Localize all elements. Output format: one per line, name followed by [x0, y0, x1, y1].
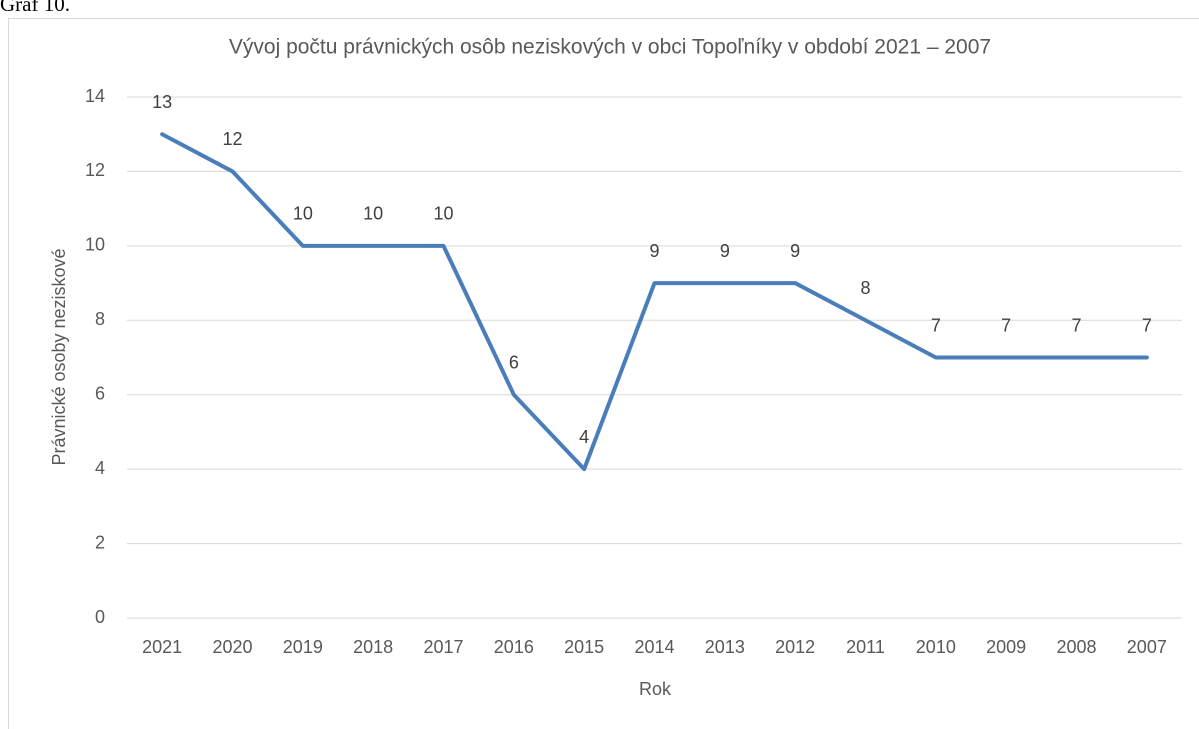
- x-tick-label: 2011: [846, 637, 885, 657]
- x-axis-label: Rok: [639, 679, 672, 699]
- y-tick-label: 14: [85, 86, 105, 106]
- chart-border: [8, 18, 1199, 729]
- x-tick-label: 2021: [142, 637, 182, 657]
- x-tick-label: 2009: [986, 637, 1026, 657]
- x-tick-label: 2010: [916, 637, 956, 657]
- data-label: 9: [790, 241, 800, 261]
- data-label: 7: [1001, 315, 1011, 335]
- data-label: 9: [720, 241, 730, 261]
- x-tick-label: 2007: [1127, 637, 1167, 657]
- x-tick-label: 2015: [564, 637, 604, 657]
- y-tick-label: 0: [95, 607, 105, 627]
- data-label: 6: [509, 352, 519, 372]
- x-tick-label: 2014: [634, 637, 674, 657]
- data-label: 12: [222, 129, 242, 149]
- x-tick-label: 2016: [494, 637, 534, 657]
- data-label: 13: [152, 92, 172, 112]
- y-tick-label: 2: [95, 532, 105, 552]
- data-label: 8: [860, 278, 870, 298]
- data-label: 7: [1071, 315, 1081, 335]
- data-label: 7: [931, 315, 941, 335]
- data-label: 10: [363, 204, 383, 224]
- data-label: 9: [649, 241, 659, 261]
- x-tick-label: 2017: [423, 637, 463, 657]
- x-tick-label: 2020: [212, 637, 252, 657]
- y-tick-label: 8: [95, 309, 105, 329]
- x-tick-label: 2019: [283, 637, 323, 657]
- x-tick-label: 2013: [705, 637, 745, 657]
- y-axis-label: Právnické osoby neziskové: [49, 248, 69, 465]
- data-label: 7: [1142, 315, 1152, 335]
- x-tick-label: 2012: [775, 637, 815, 657]
- y-tick-label: 4: [95, 458, 105, 478]
- data-label: 10: [433, 204, 453, 224]
- y-tick-label: 6: [95, 383, 105, 403]
- y-tick-label: 10: [85, 235, 105, 255]
- line: [160, 132, 1149, 472]
- data-label: 4: [579, 427, 589, 447]
- data-label: 10: [293, 204, 313, 224]
- x-tick-label: 2008: [1056, 637, 1096, 657]
- x-tick-label: 2018: [353, 637, 393, 657]
- y-tick-label: 12: [85, 160, 105, 180]
- caption: Graf 10.: [0, 0, 70, 16]
- chart-title: Vývoj počtu právnických osôb neziskových…: [229, 36, 991, 59]
